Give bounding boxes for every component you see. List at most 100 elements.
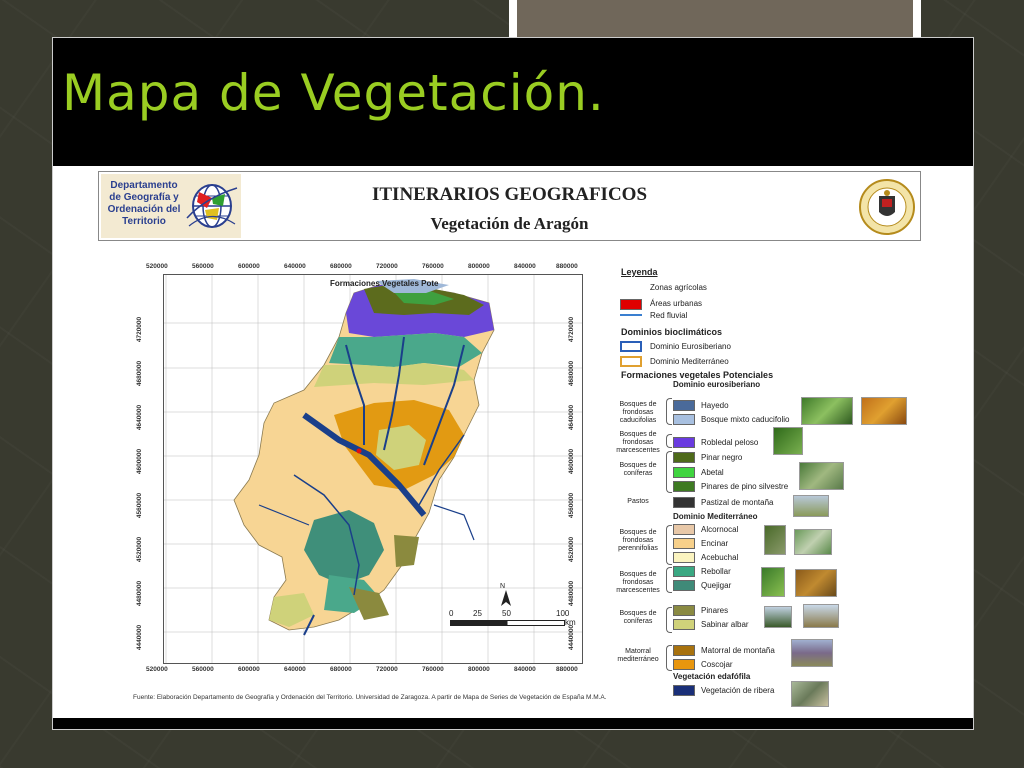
hayedo-photo (801, 397, 853, 425)
legend-item-label: Abetal (701, 468, 724, 477)
legend-item-label: Sabinar albar (701, 620, 749, 629)
pasture-photo (793, 495, 829, 517)
legend-brace (666, 398, 672, 425)
y-tick: 4560000 (136, 492, 144, 519)
x-tick-bottom: 560000 (192, 666, 214, 673)
acebuchal-swatch (673, 552, 695, 563)
rebollar-swatch (673, 566, 695, 577)
y-tick-right: 4520000 (568, 536, 576, 563)
holm-oak-photo (794, 529, 832, 555)
department-name: Departamento de Geografía y Ordenación d… (105, 180, 183, 228)
cork-oak-photo (764, 525, 786, 555)
shrubland-photo (791, 639, 833, 667)
legend-item-label: Robledal peloso (701, 438, 759, 447)
legend-group-label: Bosques de frondosas marcescentes (616, 571, 660, 594)
legend-potential-title: Formaciones vegetales Potenciales (621, 370, 774, 380)
sabinar-swatch (673, 619, 695, 630)
x-tick-top: 760000 (422, 263, 444, 270)
legend-item-label: Encinar (701, 539, 729, 548)
map-frame (163, 274, 583, 664)
scale-label: 0 (449, 609, 454, 618)
quejigar-photo (795, 569, 837, 597)
legend-euro-subtitle: Dominio eurosiberiano (673, 380, 761, 389)
robledal-swatch (673, 437, 695, 448)
legend-agri-label: Zonas agrícolas (650, 283, 707, 292)
legend-domains-title: Dominios bioclimáticos (621, 327, 723, 337)
x-tick-top: 720000 (376, 263, 398, 270)
x-tick-bottom: 840000 (514, 666, 536, 673)
dept-line: Departamento (110, 180, 178, 191)
scale-label: 50 (502, 609, 511, 618)
x-tick-top: 800000 (468, 263, 490, 270)
scale-label: 25 (473, 609, 482, 618)
medi-domain-swatch (620, 356, 642, 367)
globe-icon (186, 184, 238, 228)
legend-brace (666, 645, 672, 671)
legend-medi-label: Dominio Mediterráneo (650, 357, 729, 366)
x-tick-top: 840000 (514, 263, 536, 270)
legend-item-label: Hayedo (701, 401, 729, 410)
north-arrow-icon (501, 590, 511, 606)
oak-leaves-photo (773, 427, 803, 455)
y-tick-right: 4720000 (568, 316, 576, 343)
coscojar-swatch (673, 659, 695, 670)
university-seal-icon (859, 179, 915, 235)
legend-item-label: Quejigar (701, 581, 732, 590)
y-tick: 4480000 (136, 580, 144, 607)
legend-brace (666, 607, 672, 633)
map-inner-title: Formaciones Vegetales Pote (330, 279, 439, 288)
alcornocal-swatch (673, 524, 695, 535)
scale-label: 100 (556, 609, 570, 618)
legend-group-label: Pastos (627, 498, 649, 505)
pino-silvestre-swatch (673, 481, 695, 492)
river-swatch (620, 314, 642, 316)
legend-item-label: Pinares de pino silvestre (701, 482, 789, 491)
legend-group-label: Bosques de frondosas perennifolias (618, 529, 658, 552)
scale-bar (450, 620, 565, 626)
y-tick: 4640000 (136, 404, 144, 431)
poster-title: ITINERARIOS GEOGRAFICOS (371, 184, 648, 205)
matorral-swatch (673, 645, 695, 656)
x-tick-bottom: 800000 (468, 666, 490, 673)
vegetation-map (164, 275, 582, 663)
x-tick-top: 520000 (146, 263, 168, 270)
legend-brace (666, 567, 672, 593)
autumn-forest-photo (861, 397, 907, 425)
y-tick-right: 4560000 (568, 492, 576, 519)
legend-brace (666, 434, 672, 448)
euro-domain-swatch (620, 341, 642, 352)
y-tick-right: 4480000 (568, 580, 576, 607)
hayedo-swatch (673, 400, 695, 411)
legend-item-label: Rebollar (701, 567, 731, 576)
legend-edaf-subtitle: Vegetación edafófila (673, 672, 751, 681)
pine-photo (764, 606, 792, 628)
conifer-photo (799, 462, 844, 490)
y-tick-right: 4640000 (568, 404, 576, 431)
x-tick-bottom: 640000 (284, 666, 306, 673)
y-tick: 4440000 (136, 624, 144, 651)
north-label: N (500, 583, 506, 590)
legend-item-label: Matorral de montaña (701, 646, 775, 655)
legend-river-label: Red fluvial (650, 311, 688, 320)
slide-title: Mapa de Vegetación. (62, 64, 605, 122)
juniper-photo (803, 604, 839, 628)
legend-item-label: Acebuchal (701, 553, 739, 562)
legend-item-label: Coscojar (701, 660, 733, 669)
dept-line: de Geografía y (109, 192, 179, 203)
x-tick-bottom: 880000 (556, 666, 578, 673)
x-tick-bottom: 760000 (422, 666, 444, 673)
legend-euro-label: Dominio Eurosiberiano (650, 342, 731, 351)
legend-brace (666, 525, 672, 565)
legend-group-label: Bosques de coníferas (619, 462, 657, 477)
pastizal-swatch (673, 497, 695, 508)
map-poster: Departamento de Geografía y Ordenación d… (53, 166, 973, 718)
poster-header: Departamento de Geografía y Ordenación d… (98, 171, 921, 241)
y-tick: 4720000 (136, 316, 144, 343)
legend-brace (666, 451, 672, 493)
x-tick-top: 640000 (284, 263, 306, 270)
oak-branch-photo (761, 567, 785, 597)
x-tick-bottom: 720000 (376, 666, 398, 673)
legend-item-label: Pastizal de montaña (701, 498, 774, 507)
pinar-negro-swatch (673, 452, 695, 463)
y-tick-right: 4440000 (568, 624, 576, 651)
